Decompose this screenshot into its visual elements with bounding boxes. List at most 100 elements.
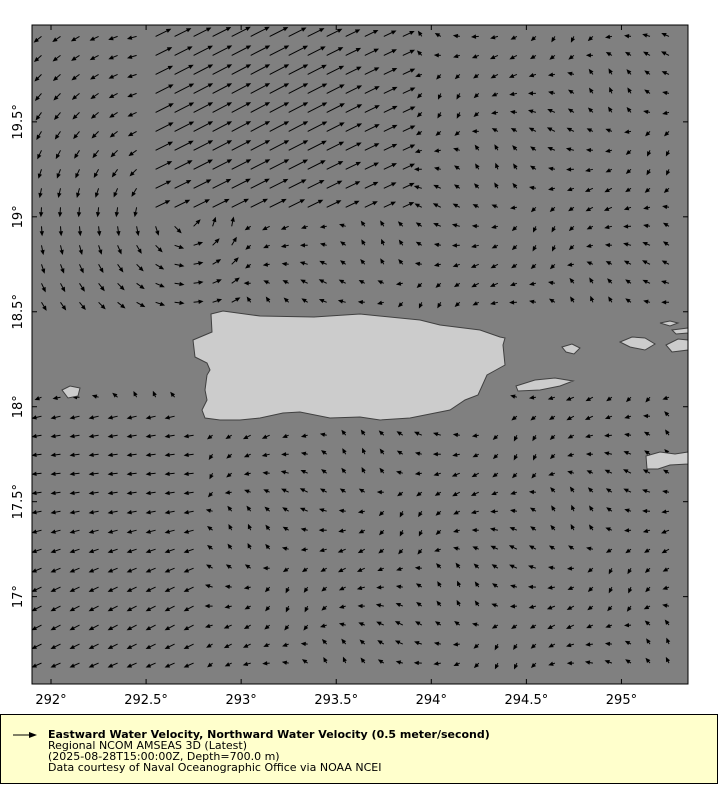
velocity-arrow (603, 206, 613, 211)
velocity-arrow (510, 490, 518, 495)
x-axis: 292° 292.5° 293° 293.5° 294° 294.5° 295° (35, 25, 637, 708)
velocity-arrow (60, 302, 67, 311)
velocity-arrow (473, 563, 480, 569)
velocity-arrow (206, 434, 213, 440)
velocity-arrow (587, 36, 594, 42)
velocity-arrow (307, 160, 326, 170)
velocity-arrow (212, 102, 233, 113)
velocity-arrow (414, 261, 422, 267)
velocity-arrow (490, 545, 499, 550)
velocity-arrow (300, 451, 308, 456)
velocity-arrow (231, 121, 252, 132)
velocity-arrow (183, 624, 194, 631)
velocity-arrow (131, 188, 138, 197)
velocity-arrow (183, 433, 194, 439)
velocity-arrow (326, 122, 345, 132)
velocity-arrow (492, 472, 499, 478)
velocity-arrow (452, 642, 460, 647)
velocity-arrow (307, 46, 326, 56)
velocity-arrow (288, 102, 309, 113)
velocity-arrow (69, 433, 80, 439)
velocity-arrow (644, 89, 651, 95)
velocity-arrow (471, 223, 479, 229)
velocity-arrow (52, 395, 61, 400)
velocity-arrow (231, 102, 252, 113)
velocity-arrow (570, 296, 575, 303)
velocity-arrow (532, 226, 538, 233)
velocity-arrow (489, 282, 499, 287)
velocity-arrow (288, 45, 309, 56)
velocity-arrow (588, 524, 594, 531)
velocity-arrow (319, 224, 327, 229)
velocity-arrow (174, 263, 185, 268)
velocity-arrow (665, 656, 671, 664)
velocity-arrow (320, 450, 327, 455)
velocity-arrow (250, 140, 271, 151)
y-tick-label: 18° (11, 395, 26, 418)
velocity-arrow (107, 433, 118, 439)
velocity-arrow (337, 548, 346, 553)
velocity-arrow (378, 510, 385, 517)
velocity-arrow (288, 199, 306, 208)
vieques (515, 377, 575, 392)
velocity-arrow (299, 261, 308, 266)
velocity-arrow (228, 524, 233, 531)
velocity-arrow (414, 565, 422, 571)
velocity-arrow (31, 643, 42, 650)
velocity-arrow (607, 278, 613, 284)
velocity-arrow (662, 204, 670, 210)
velocity-arrow (126, 662, 137, 668)
velocity-arrow (300, 527, 308, 532)
velocity-arrow (250, 64, 271, 75)
velocity-arrow (587, 567, 594, 573)
velocity-arrow (326, 28, 343, 37)
arrow-right-icon (13, 732, 37, 738)
velocity-arrow (50, 605, 61, 612)
velocity-arrow (608, 68, 613, 75)
velocity-arrow (224, 662, 232, 667)
velocity-arrow (662, 90, 670, 96)
velocity-arrow (416, 282, 423, 289)
velocity-arrow (300, 469, 308, 475)
velocity-arrow (456, 93, 461, 100)
velocity-arrow (129, 168, 137, 177)
velocity-arrow (108, 92, 118, 99)
velocity-arrow (609, 86, 614, 94)
velocity-arrow (88, 490, 99, 496)
velocity-arrow (319, 242, 327, 247)
velocity-arrow (126, 490, 137, 496)
velocity-arrow (52, 55, 61, 62)
velocity-arrow (341, 467, 347, 474)
velocity-arrow (548, 565, 555, 571)
velocity-arrow (164, 548, 175, 554)
velocity-arrow (307, 140, 327, 151)
velocity-arrow (164, 433, 175, 439)
velocity-arrow (337, 567, 346, 573)
velocity-arrow (307, 64, 327, 75)
velocity-arrow (88, 452, 99, 458)
velocity-arrow (357, 299, 365, 305)
velocity-arrow (604, 660, 613, 665)
velocity-arrow (413, 660, 422, 666)
velocity-arrow (512, 145, 518, 151)
legend: Eastward Water Velocity, Northward Water… (0, 714, 718, 784)
velocity-arrow (74, 150, 80, 159)
velocity-arrow (494, 144, 499, 151)
velocity-arrow (71, 54, 80, 61)
velocity-arrow (402, 87, 416, 94)
velocity-arrow (402, 68, 416, 75)
velocity-arrow (50, 567, 61, 573)
velocity-arrow (269, 64, 290, 75)
velocity-arrow (164, 605, 175, 612)
velocity-arrow (491, 128, 499, 133)
velocity-arrow (269, 198, 287, 208)
velocity-arrow (226, 472, 233, 478)
velocity-arrow (126, 643, 137, 650)
velocity-arrow (183, 452, 194, 458)
velocity-arrow (282, 280, 289, 285)
velocity-arrow (183, 643, 194, 650)
velocity-arrow (155, 244, 163, 253)
velocity-arrow (155, 122, 174, 132)
velocity-arrow (548, 661, 556, 666)
velocity-arrow (212, 298, 223, 303)
